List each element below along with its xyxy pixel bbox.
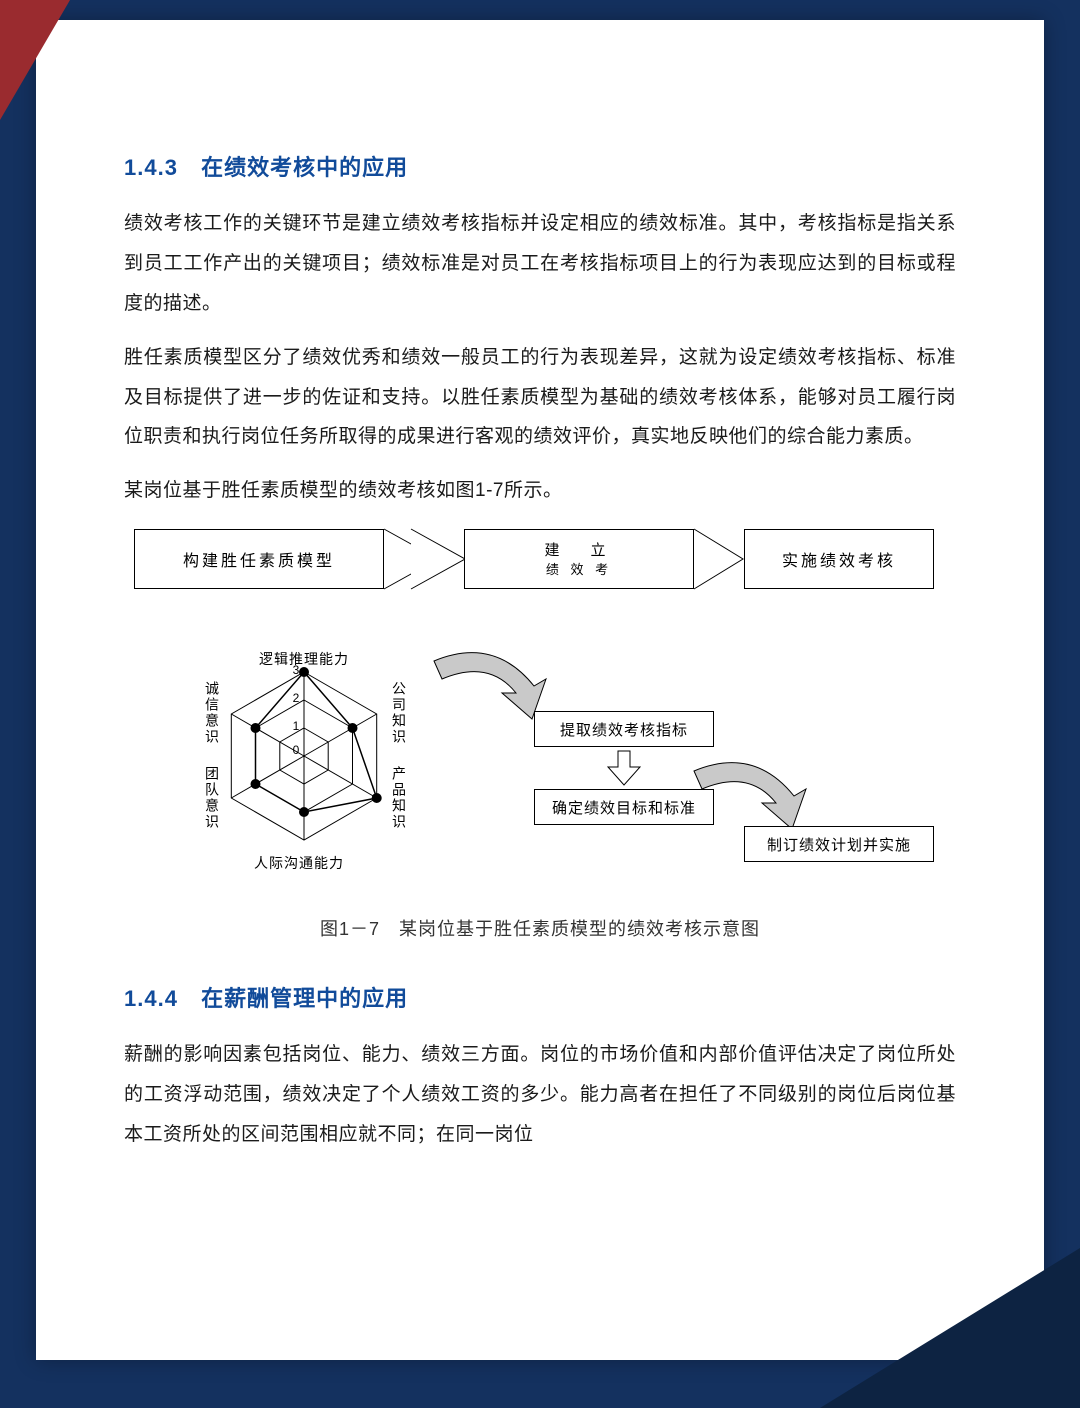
paragraph: 胜任素质模型区分了绩效优秀和绩效一般员工的行为表现差异，这就为设定绩效考核指标、…	[124, 338, 956, 458]
figure-caption: 图1－7 某岗位基于胜任素质模型的绩效考核示意图	[124, 915, 956, 941]
svg-text:1: 1	[293, 719, 300, 733]
paragraph: 某岗位基于胜任素质模型的绩效考核如图1-7所示。	[124, 471, 956, 511]
section-title-text: 在绩效考核中的应用	[201, 155, 408, 180]
svg-text:2: 2	[293, 691, 300, 705]
chevron-icon	[384, 529, 464, 589]
corner-accent-red	[0, 0, 70, 120]
paragraph: 绩效考核工作的关键环节是建立绩效考核指标并设定相应的绩效标准。其中，考核指标是指…	[124, 204, 956, 324]
step-label: 确定绩效目标和标准	[552, 797, 696, 818]
flow-box-label: 建 立	[544, 540, 613, 561]
axis-label: 诚信意识	[202, 681, 222, 745]
section-title-text: 在薪酬管理中的应用	[201, 986, 408, 1011]
diagram-body: 01 23 逻辑推理能力 公司知识 产品知识 人际沟通能力 团队意识 诚信意识	[164, 601, 956, 901]
step-box-3: 制订绩效计划并实施	[744, 826, 934, 862]
flowchart-row: 构建胜任素质模型 建 立 绩 效 考 实施绩效考核	[134, 529, 946, 589]
flow-box-establish: 建 立 绩 效 考	[464, 529, 694, 589]
flow-box-label: 实施绩效考核	[782, 547, 896, 571]
corner-accent-dark	[820, 1248, 1080, 1408]
radar-chart: 01 23 逻辑推理能力 公司知识 产品知识 人际沟通能力 团队意识 诚信意识	[164, 601, 444, 901]
svg-text:0: 0	[293, 743, 300, 757]
axis-label: 逻辑推理能力	[259, 649, 349, 669]
section-heading-2: 1.4.4 在薪酬管理中的应用	[124, 981, 956, 1013]
section-number: 1.4.4	[124, 986, 178, 1011]
axis-label: 人际沟通能力	[254, 853, 344, 873]
step-label: 制订绩效计划并实施	[767, 834, 911, 855]
step-label: 提取绩效考核指标	[560, 719, 688, 740]
step-box-1: 提取绩效考核指标	[534, 711, 714, 747]
axis-label: 产品知识	[389, 766, 409, 830]
process-steps: 提取绩效考核指标 确定绩效目标和标准 制订绩效计划并实施	[454, 601, 934, 901]
figure-1-7: 构建胜任素质模型 建 立 绩 效 考 实施绩效考核	[124, 529, 956, 941]
flow-box-build-model: 构建胜任素质模型	[134, 529, 384, 589]
section-heading-1: 1.4.3 在绩效考核中的应用	[124, 150, 956, 182]
axis-label: 公司知识	[389, 681, 409, 745]
paragraph: 薪酬的影响因素包括岗位、能力、绩效三方面。岗位的市场价值和内部价值评估决定了岗位…	[124, 1035, 956, 1155]
axis-label: 团队意识	[202, 766, 222, 830]
section-number: 1.4.3	[124, 155, 178, 180]
flow-box-implement: 实施绩效考核	[744, 529, 934, 589]
chevron-icon	[694, 529, 744, 589]
flow-box-sublabel: 绩 效 考	[546, 561, 612, 579]
flow-box-label: 构建胜任素质模型	[183, 547, 335, 571]
document-page: 1.4.3 在绩效考核中的应用 绩效考核工作的关键环节是建立绩效考核指标并设定相…	[36, 20, 1044, 1360]
down-arrow-icon	[604, 749, 644, 789]
